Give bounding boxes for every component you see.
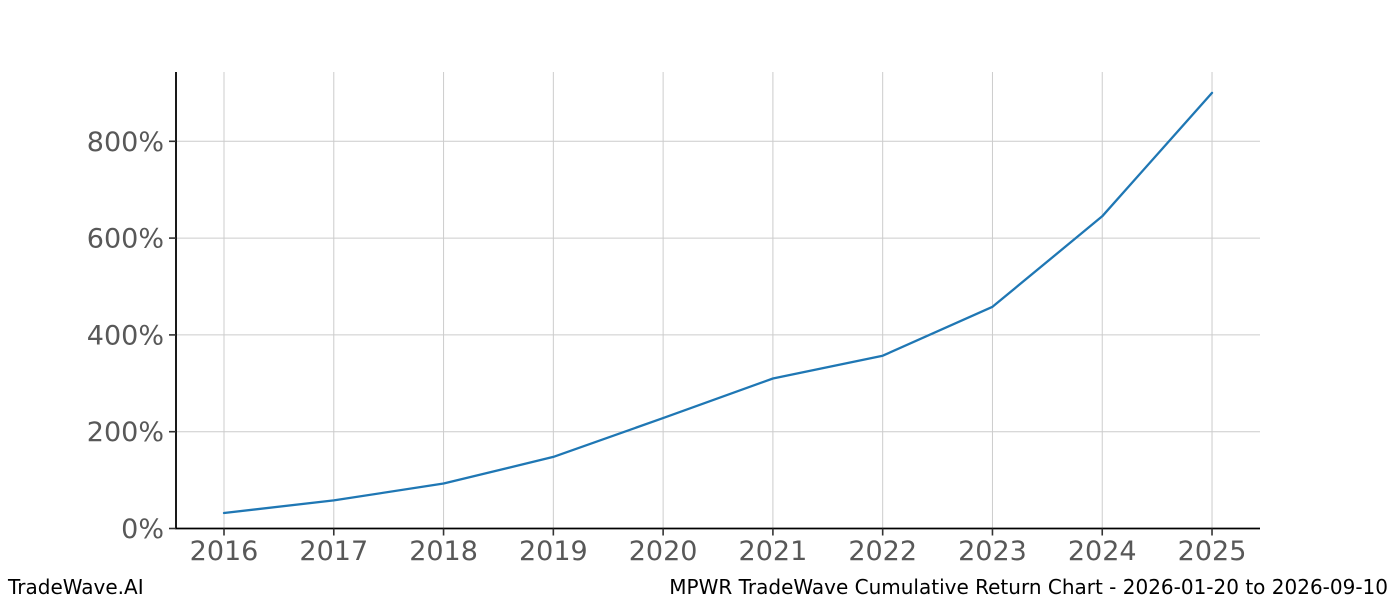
y-tick-label: 200%	[87, 417, 164, 448]
chart-title: MPWR TradeWave Cumulative Return Chart -…	[669, 575, 1388, 599]
x-tick-label: 2025	[1178, 536, 1247, 567]
x-tick-label: 2021	[739, 536, 808, 567]
x-tick-label: 2020	[629, 536, 698, 567]
x-tick-label: 2019	[519, 536, 588, 567]
x-tick-label: 2024	[1068, 536, 1137, 567]
x-tick-label: 2018	[409, 536, 478, 567]
x-tick-label: 2016	[190, 536, 259, 567]
y-tick-label: 400%	[87, 320, 164, 351]
brand-watermark: TradeWave.AI	[8, 575, 144, 599]
x-tick-label: 2022	[848, 536, 917, 567]
y-tick-label: 600%	[87, 224, 164, 255]
x-tick-label: 2023	[958, 536, 1027, 567]
x-tick-label: 2017	[299, 536, 368, 567]
y-tick-label: 800%	[87, 127, 164, 158]
y-tick-label: 0%	[121, 514, 164, 545]
cumulative-return-line	[222, 91, 1214, 515]
